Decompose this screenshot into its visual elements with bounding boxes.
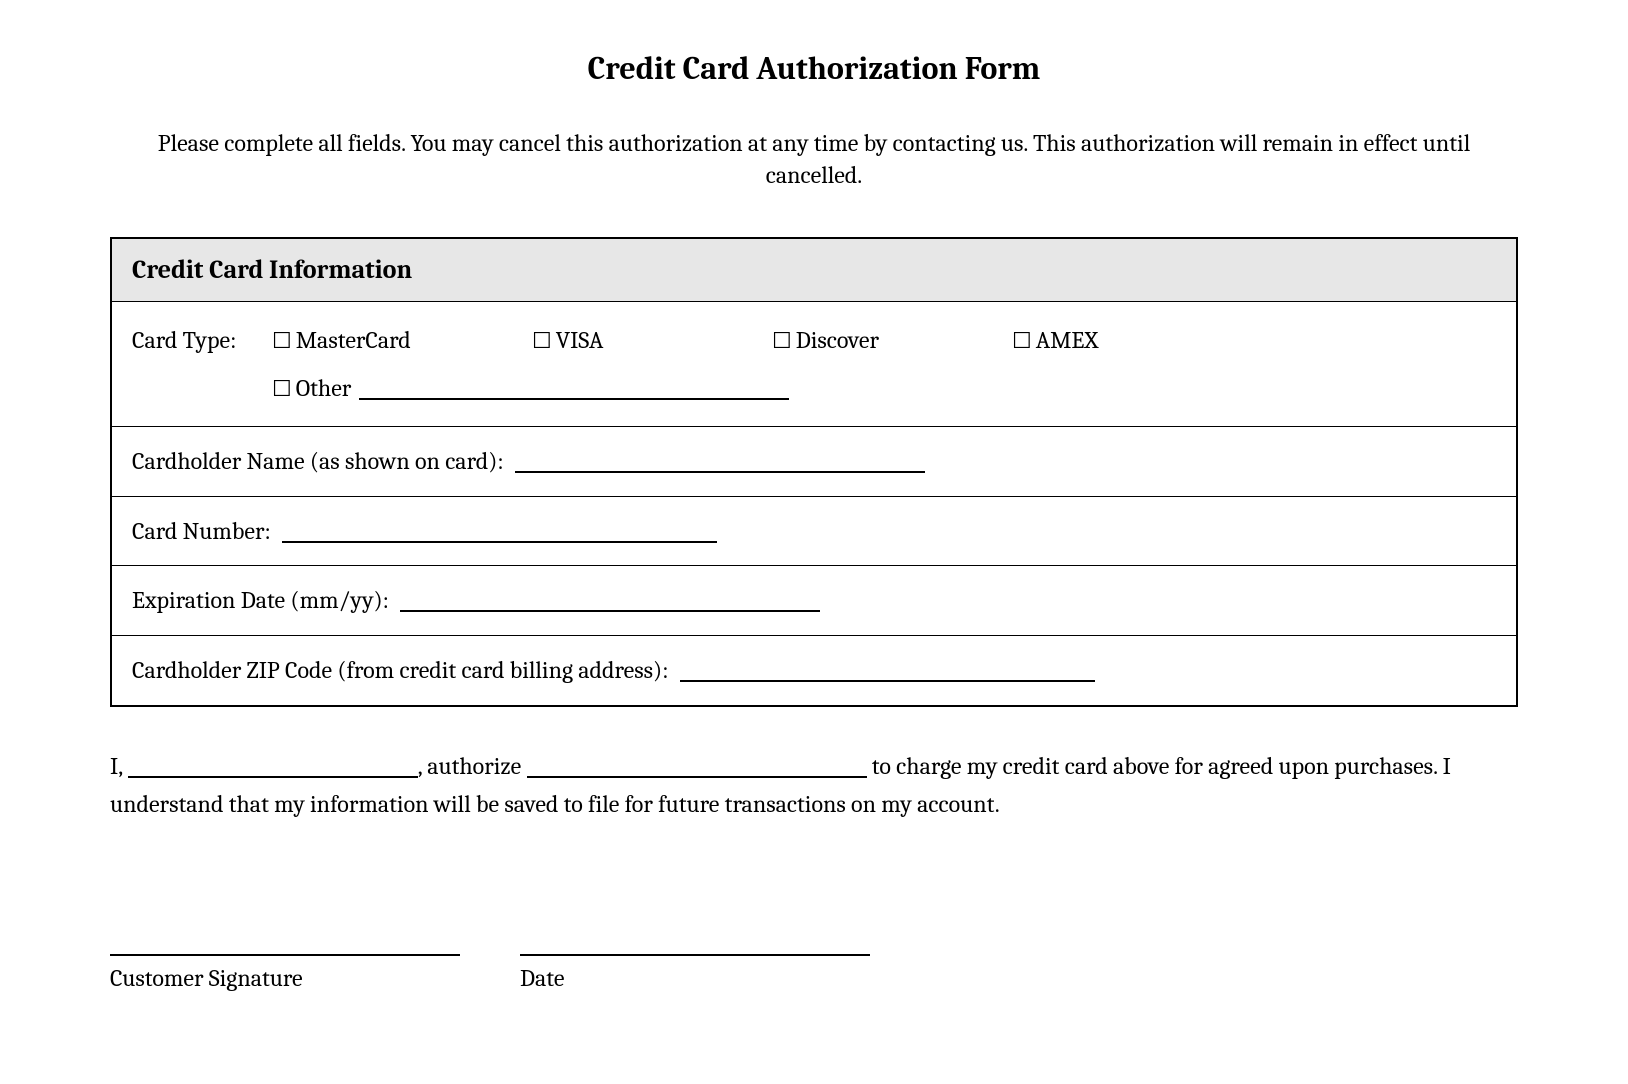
- zip-label: Cardholder ZIP Code (from credit card bi…: [132, 656, 668, 684]
- customer-signature-line[interactable]: [110, 954, 460, 956]
- zip-input-line[interactable]: [680, 680, 1095, 682]
- customer-signature-block: Customer Signature: [110, 954, 460, 992]
- expiration-input-line[interactable]: [400, 610, 820, 612]
- expiration-label: Expiration Date (mm/yy):: [132, 586, 389, 614]
- option-label: VISA: [556, 326, 604, 354]
- date-label: Date: [520, 964, 870, 992]
- auth-name-input-line[interactable]: [128, 776, 418, 778]
- credit-card-info-table: Credit Card Information Card Type: ☐Mast…: [110, 237, 1518, 707]
- card-number-row: Card Number:: [112, 496, 1516, 566]
- form-instructions: Please complete all fields. You may canc…: [110, 127, 1518, 192]
- zip-code-row: Cardholder ZIP Code (from credit card bi…: [112, 635, 1516, 705]
- date-block: Date: [520, 954, 870, 992]
- checkbox-icon: ☐: [772, 328, 792, 354]
- card-number-label: Card Number:: [132, 517, 271, 545]
- cardholder-name-input-line[interactable]: [515, 471, 925, 473]
- checkbox-icon: ☐: [1012, 328, 1032, 354]
- card-type-row: Card Type: ☐MasterCard ☐VISA ☐Discover ☐…: [112, 302, 1516, 426]
- signature-section: Customer Signature Date: [110, 954, 1518, 992]
- section-header: Credit Card Information: [112, 239, 1516, 302]
- auth-mid1: , authorize: [418, 752, 522, 780]
- checkbox-icon: ☐: [532, 328, 552, 354]
- card-number-input-line[interactable]: [282, 541, 717, 543]
- checkbox-icon: ☐: [272, 328, 292, 354]
- customer-signature-label: Customer Signature: [110, 964, 460, 992]
- other-input-line[interactable]: [359, 398, 789, 400]
- cardholder-name-label: Cardholder Name (as shown on card):: [132, 447, 503, 475]
- form-title: Credit Card Authorization Form: [110, 50, 1518, 87]
- checkbox-visa[interactable]: ☐VISA: [532, 316, 772, 364]
- option-label: Other: [296, 374, 352, 402]
- authorization-statement: I, , authorize to charge my credit card …: [110, 747, 1518, 824]
- option-label: MasterCard: [296, 326, 411, 354]
- auth-prefix: I,: [110, 752, 122, 780]
- expiration-date-row: Expiration Date (mm/yy):: [112, 565, 1516, 635]
- checkbox-discover[interactable]: ☐Discover: [772, 316, 1012, 364]
- option-label: AMEX: [1036, 326, 1098, 354]
- card-type-label: Card Type:: [132, 316, 272, 364]
- date-signature-line[interactable]: [520, 954, 870, 956]
- checkbox-icon: ☐: [272, 376, 292, 402]
- checkbox-mastercard[interactable]: ☐MasterCard: [272, 316, 532, 364]
- auth-payee-input-line[interactable]: [527, 776, 867, 778]
- option-label: Discover: [796, 326, 879, 354]
- checkbox-amex[interactable]: ☐AMEX: [1012, 316, 1098, 364]
- auth-mid2: to charge my credit card above for agree…: [110, 752, 1451, 818]
- cardholder-name-row: Cardholder Name (as shown on card):: [112, 426, 1516, 496]
- checkbox-other[interactable]: ☐Other: [272, 364, 351, 412]
